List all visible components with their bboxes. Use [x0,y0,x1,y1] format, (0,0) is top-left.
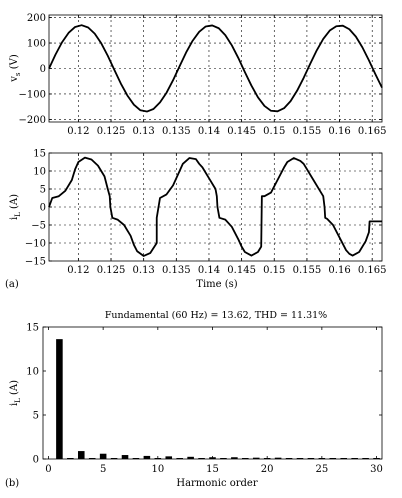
current-xtick-label: 0.155 [293,265,322,276]
spectrum-bar [220,458,227,459]
current-waveform [48,156,382,257]
current-xtick-label: 0.16 [328,265,350,276]
spectrum-bar [362,458,369,459]
spectrum-bar [296,458,304,459]
voltage-xtick-label: 0.12 [67,126,89,137]
spectrum-bar [56,339,63,459]
voltage-ylabel-symbol: v [9,76,20,83]
voltage-xtick-label: 0.135 [162,126,191,137]
spectrum-bar [318,458,326,459]
spectrum-bar [88,458,96,459]
spectrum-bar [187,456,194,459]
spectrum-ytick-label: 5 [33,411,39,422]
voltage-xtick-label: 0.145 [227,126,256,137]
current-ylabel-subscript: L [14,212,22,217]
voltage-ytick-label: −100 [19,89,46,100]
spectrum-plot: 0 5 10 15 20 25 30 0 5 10 15 [26,323,383,476]
current-ytick-label: 10 [33,167,46,178]
spectrum-bar [231,457,238,459]
voltage-xtick-label: 0.16 [328,126,350,137]
spectrum-ylabel: iL (A) [9,380,22,406]
spectrum-bar [143,455,151,459]
voltage-ylabel-unit: (V) [9,54,20,72]
spectrum-ylabel-symbol: i [9,403,20,406]
spectrum-bar [110,458,118,459]
spectrum-bar [132,458,140,459]
spectrum-bar [307,458,315,459]
current-plot: 0.12 0.125 0.13 0.135 0.14 0.145 0.15 0.155 0.16… [25,149,387,277]
spectrum-xtick-label: 5 [100,464,106,475]
current-ytick-label: 15 [33,149,46,160]
voltage-ytick-label: 200 [27,13,46,24]
spectrum-xtick-label: 0 [45,464,51,475]
voltage-xtick-label: 0.15 [263,126,285,137]
spectrum-title: Fundamental (60 Hz) = 13.62, THD = 11.31… [105,310,327,321]
current-ytick-label: −15 [25,257,46,268]
voltage-waveform [48,24,383,113]
voltage-xtick-label: 0.14 [198,126,220,137]
current-xtick-label: 0.15 [263,265,285,276]
current-ytick-label: 5 [40,185,46,196]
current-xtick-label: 0.12 [67,265,89,276]
harmonic-xlabel: Harmonic order [176,478,258,489]
voltage-xtick-label: 0.165 [358,126,387,137]
current-xtick-label: 0.135 [162,265,191,276]
spectrum-bar [252,457,260,459]
current-ylabel-symbol: i [9,217,20,220]
spectrum-bar [242,458,249,459]
voltage-ytick-label: 100 [27,39,46,50]
spectrum-xtick-label: 15 [206,464,219,475]
spectrum-bar [285,458,293,459]
spectrum-bar [121,455,129,459]
current-xtick-label: 0.165 [358,265,387,276]
voltage-ytick-label: −200 [19,115,46,126]
spectrum-bar [67,458,74,459]
spectrum-bar [209,457,216,459]
current-xtick-label: 0.13 [133,265,155,276]
voltage-xtick-label: 0.125 [97,126,126,137]
voltage-plot: 0.12 0.125 0.13 0.135 0.14 0.145 0.15 0.155 0.16… [19,13,387,137]
spectrum-bar [165,456,173,459]
voltage-ytick-label: 0 [40,64,46,75]
spectrum-xtick-label: 10 [151,464,164,475]
current-xtick-label: 0.125 [97,265,126,276]
current-xtick-label: 0.14 [198,265,220,276]
spectrum-bar [329,458,337,459]
spectrum-ylabel-subscript: L [14,398,22,403]
spectrum-bar [263,458,271,459]
panel-a-label: (a) [5,279,19,290]
spectrum-xtick-label: 30 [370,464,383,475]
current-xtick-label: 0.145 [227,265,256,276]
current-ylabel-unit: (A) [9,194,20,212]
current-ytick-label: −5 [31,221,46,232]
spectrum-bar [351,458,358,459]
spectrum-ytick-label: 0 [33,455,39,466]
panel-b-label: (b) [5,478,19,489]
spectrum-ylabel-unit: (A) [9,380,20,398]
voltage-xtick-label: 0.13 [133,126,155,137]
voltage-xtick-label: 0.155 [293,126,322,137]
spectrum-bar [176,458,183,459]
spectrum-bar [373,458,380,459]
spectrum-bar [99,453,107,459]
spectrum-xtick-label: 20 [261,464,274,475]
voltage-ylabel-subscript: s [14,72,22,76]
current-ytick-label: 0 [40,203,46,214]
spectrum-ytick-label: 15 [26,323,39,334]
voltage-ylabel: vs (V) [9,54,22,83]
current-ylabel: iL (A) [9,194,22,220]
spectrum-bar [77,451,85,459]
spectrum-bar [198,458,205,459]
spectrum-bar [274,457,282,459]
time-xlabel: Time (s) [196,279,237,290]
spectrum-xtick-label: 25 [315,464,328,475]
spectrum-bar [340,458,348,459]
spectrum-bar [154,458,162,459]
spectrum-ytick-label: 10 [26,367,39,378]
current-ytick-label: −10 [25,239,46,250]
